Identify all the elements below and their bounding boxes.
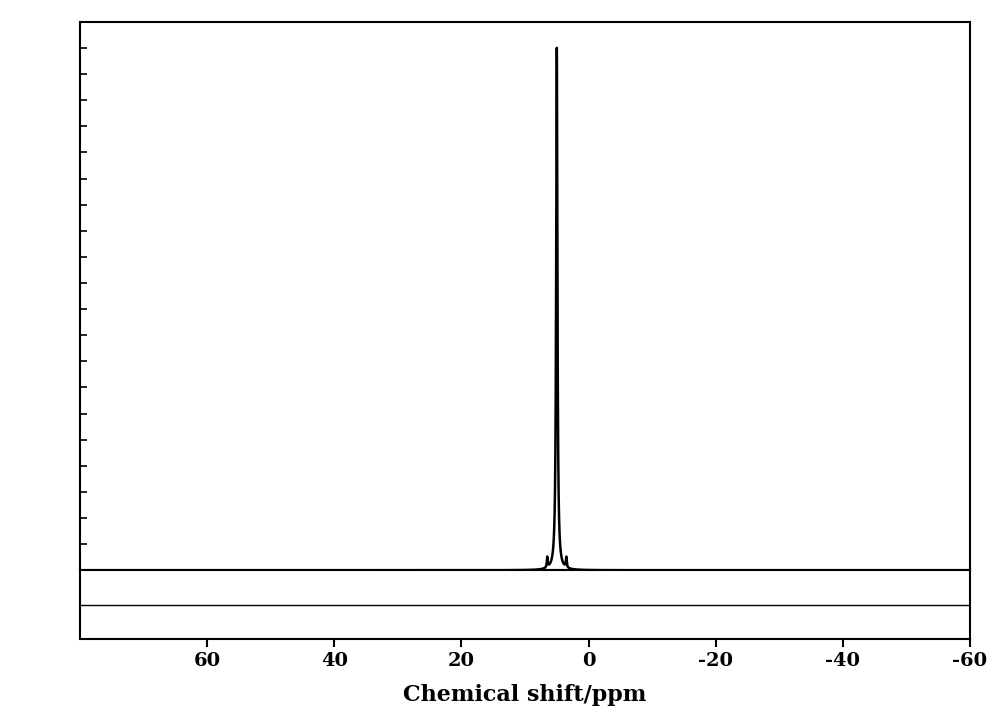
X-axis label: Chemical shift/ppm: Chemical shift/ppm	[403, 684, 647, 706]
